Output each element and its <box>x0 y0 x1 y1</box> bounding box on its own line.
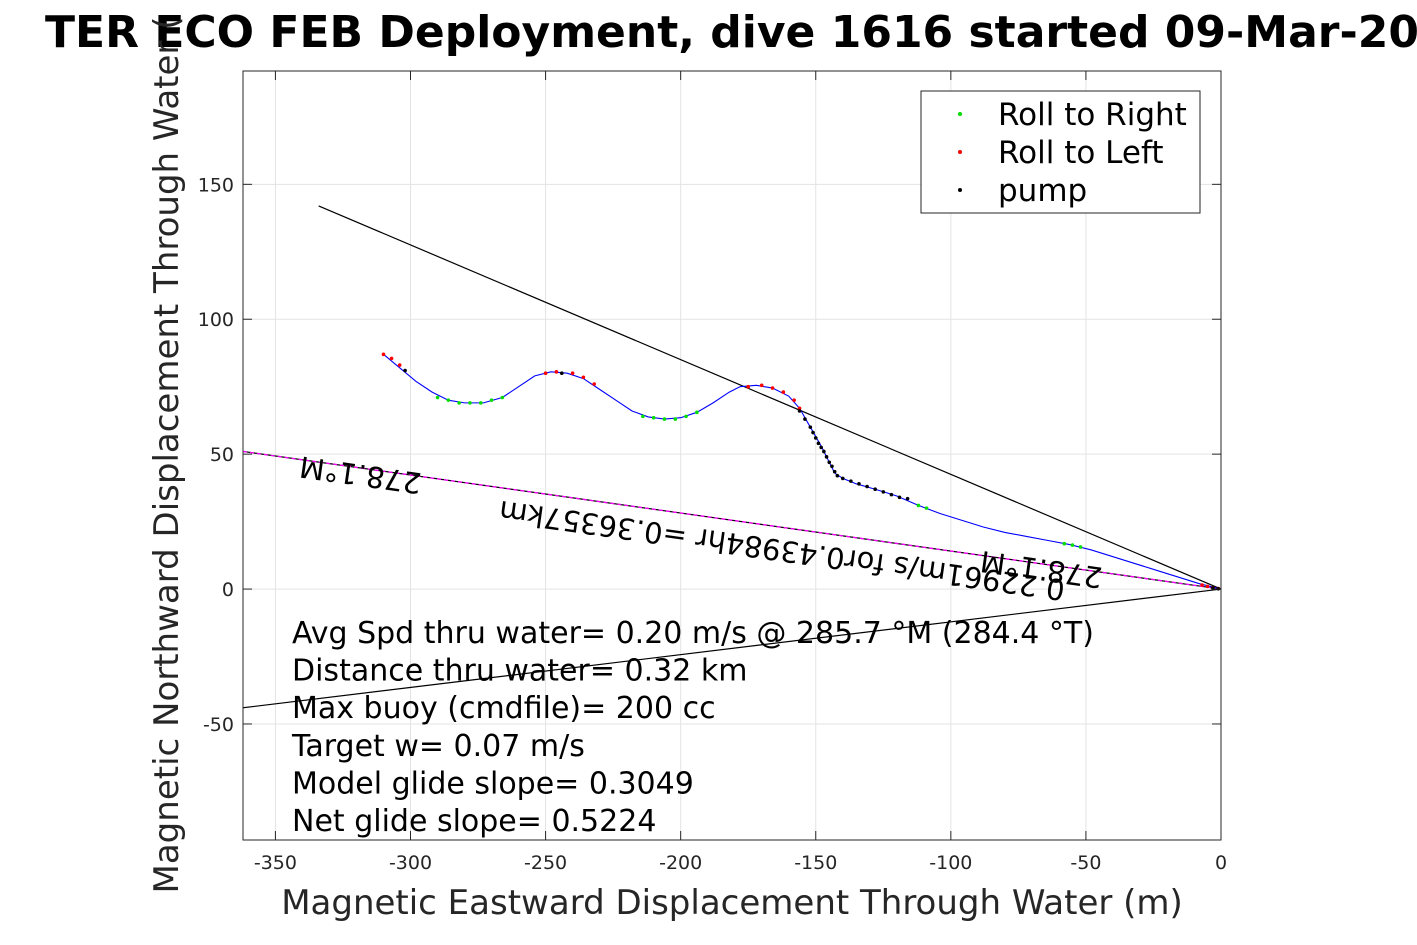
legend: Roll to Right Roll to Left pump <box>920 90 1201 214</box>
x-tick-label: -100 <box>929 852 972 874</box>
plot-lines <box>243 205 1221 709</box>
roll-left-point <box>381 352 386 357</box>
stats-line: Model glide slope= 0.3049 <box>292 766 694 801</box>
x-tick-label: 0 <box>1215 852 1227 874</box>
y-tick-label: 100 <box>198 309 234 331</box>
pump-point <box>835 473 840 478</box>
roll-right-point <box>1062 541 1067 546</box>
pump-point <box>873 487 877 492</box>
roll-left-point <box>781 390 786 394</box>
pump-point <box>905 496 910 501</box>
roll-right-point <box>489 398 494 402</box>
heading-line-278-magenta <box>243 450 1221 590</box>
roll-right-point <box>435 395 440 400</box>
pump-point <box>797 409 802 413</box>
y-tick-label: 0 <box>222 579 234 601</box>
pump-point <box>808 425 813 429</box>
roll-left-point <box>397 363 402 367</box>
roll-left-point <box>1200 583 1204 587</box>
roll-right-point <box>1070 543 1075 547</box>
stats-line: Avg Spd thru water= 0.20 m/s @ 285.7 °M … <box>292 616 1094 651</box>
legend-marker-pump <box>958 188 962 192</box>
roll-left-point <box>759 383 764 388</box>
legend-label-roll-right: Roll to Right <box>998 97 1187 133</box>
x-tick-label: -150 <box>794 852 837 874</box>
stats-block: Avg Spd thru water= 0.20 m/s @ 285.7 °M … <box>291 616 1094 839</box>
roll-left-point <box>570 371 575 376</box>
y-tick-label: -50 <box>203 714 234 736</box>
x-axis-label: Magnetic Eastward Displacement Through W… <box>281 883 1183 923</box>
roll-left-point <box>770 386 775 390</box>
legend-marker-roll-right <box>958 112 962 116</box>
pump-point <box>865 484 869 489</box>
y-tick-label: 50 <box>210 444 234 466</box>
stats-line: Distance thru water= 0.32 km <box>292 654 747 689</box>
roll-left-point <box>746 384 751 389</box>
roll-right-point <box>662 417 667 421</box>
roll-left-point <box>592 382 597 386</box>
pump-point <box>832 469 837 474</box>
pump-point <box>849 479 853 483</box>
legend-box <box>920 90 1201 214</box>
x-tick-label: -250 <box>524 852 567 874</box>
legend-marker-roll-left <box>958 150 962 154</box>
legend-label-roll-left: Roll to Left <box>998 135 1164 171</box>
roll-left-point <box>797 406 802 411</box>
roll-right-point <box>457 401 461 405</box>
pump-point <box>811 430 815 435</box>
pump-point <box>824 455 829 459</box>
roll-left-point <box>554 370 559 374</box>
pump-point <box>819 445 823 450</box>
pump-point <box>816 441 821 446</box>
roll-right-point <box>478 401 483 405</box>
roll-right-point <box>924 506 929 510</box>
plot-frame <box>242 70 1222 841</box>
stats-line: Target w= 0.07 m/s <box>291 729 585 764</box>
roll-left-point <box>792 398 796 402</box>
pump-point <box>889 492 894 497</box>
pump-point <box>559 371 564 376</box>
chart-title: TER ECO FEB Deployment, dive 1616 starte… <box>45 7 1417 58</box>
pump-point <box>897 495 902 500</box>
glider-track <box>383 353 1221 590</box>
y-tick-label: 150 <box>198 174 234 196</box>
roll-left-point <box>581 375 586 380</box>
x-tick-label: -300 <box>389 852 432 874</box>
pump-point <box>857 482 861 486</box>
pump-point <box>813 436 818 440</box>
roll-right-point <box>468 401 472 405</box>
pump-point <box>822 449 826 454</box>
roll-right-point <box>916 503 921 508</box>
pump-point <box>840 476 845 481</box>
roll-right-point <box>695 410 699 415</box>
x-tick-label: -350 <box>254 852 297 874</box>
heading-line-upper <box>318 205 1221 590</box>
roll-left-point <box>543 371 548 376</box>
x-tick-label: -50 <box>1070 852 1101 874</box>
pump-point <box>881 490 886 494</box>
roll-right-point <box>651 415 656 420</box>
pump-point <box>830 464 834 469</box>
roll-right-point <box>641 414 645 419</box>
pump-point <box>827 460 832 465</box>
roll-left-point <box>389 356 394 361</box>
heading-line-lower <box>243 588 1221 709</box>
y-axis-label: Magnetic Northward Displacement Through … <box>147 17 187 894</box>
roll-right-point <box>1078 545 1083 549</box>
roll-left-point <box>1205 584 1210 589</box>
ticks: -350 -300 -250 -200 -150 -100 -50 0 -50 0 50 100 150 <box>198 71 1227 874</box>
x-tick-label: -200 <box>659 852 702 874</box>
pump-point <box>403 368 407 373</box>
stats-line: Max buoy (cmdfile)= 200 cc <box>292 691 716 726</box>
roll-right-point <box>673 417 678 421</box>
stats-line: Net glide slope= 0.5224 <box>292 804 656 839</box>
legend-label-pump: pump <box>998 173 1087 209</box>
roll-right-point <box>446 398 451 402</box>
roll-right-point <box>500 395 505 400</box>
pump-point <box>803 417 807 421</box>
roll-right-point <box>684 414 688 419</box>
